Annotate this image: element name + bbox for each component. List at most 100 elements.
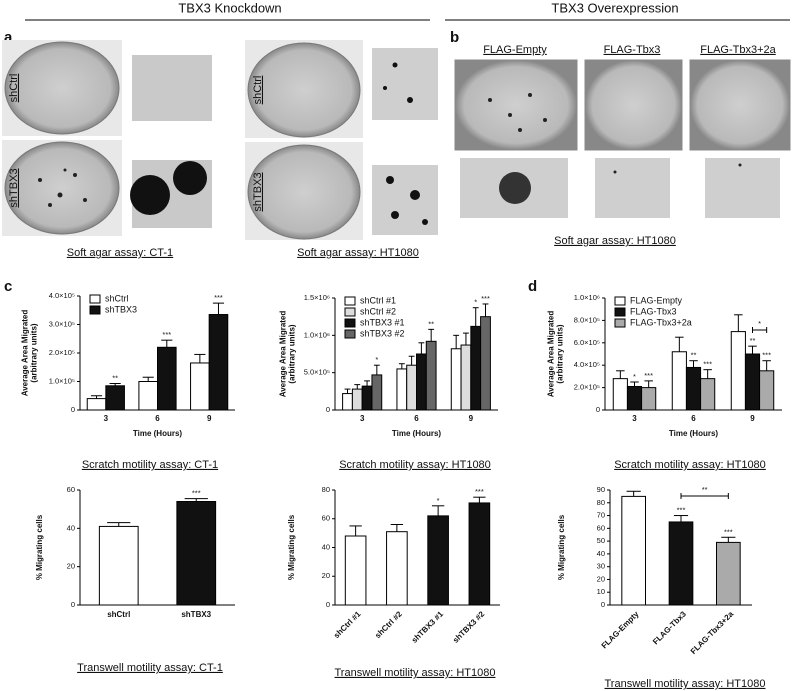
x-tick-label: 3 — [360, 414, 365, 423]
photos-ct1 — [2, 40, 212, 236]
bar — [744, 353, 761, 411]
bracket-label: ** — [702, 485, 708, 494]
y-tick-label: 40 — [322, 542, 330, 551]
row-label: shTBX3 — [252, 172, 264, 211]
y-tick-label: 0 — [71, 600, 75, 609]
row-label: shCtrl — [252, 76, 264, 105]
bar — [730, 331, 746, 411]
y-tick-label: 2.0×10⁵ — [49, 348, 75, 357]
significance: * — [633, 372, 636, 381]
legend-swatch — [89, 294, 101, 304]
bar — [621, 495, 646, 606]
column-label: FLAG-Empty — [483, 44, 547, 56]
bar — [396, 368, 408, 411]
y-tick-label: 0 — [601, 600, 605, 609]
bar — [138, 381, 158, 411]
x-tick-label: shTBX3 — [181, 610, 211, 619]
x-tick-label: 3 — [104, 414, 109, 423]
x-tick-label: 9 — [750, 414, 755, 423]
header: TBX3 Overexpression — [551, 0, 678, 15]
significance: *** — [192, 489, 201, 498]
significance: *** — [677, 506, 686, 515]
y-axis-label: % Migrating cells — [557, 514, 566, 580]
bar — [176, 501, 217, 606]
bar — [427, 515, 449, 606]
y-axis-label: (arbitrary units) — [556, 324, 565, 383]
legend-label: FLAG-Tbx3 — [630, 306, 677, 316]
x-tick-label: 6 — [414, 414, 419, 423]
y-tick-label: 0 — [71, 405, 75, 414]
legend-label: shTBX3 #1 — [360, 317, 405, 327]
x-tick-label: 9 — [207, 414, 212, 423]
bar — [460, 344, 472, 411]
y-tick-label: 30 — [597, 562, 605, 571]
y-axis-label: (arbitrary units) — [30, 323, 39, 382]
bar — [468, 502, 491, 606]
x-tick-label: shCtrl #2 — [373, 609, 404, 640]
legend-swatch — [344, 318, 356, 328]
y-tick-label: 0 — [596, 405, 600, 414]
caption: Transwell motility assay: CT-1 — [77, 662, 223, 674]
panel-label: d — [528, 278, 537, 295]
bar — [344, 535, 367, 606]
header: TBX3 Knockdown — [178, 0, 281, 15]
row-label: shTBX3 — [8, 168, 20, 207]
caption: Soft agar assay: HT1080 — [554, 235, 676, 247]
caption: Scratch motility assay: CT-1 — [82, 459, 218, 471]
bar — [406, 364, 418, 411]
legend-label: FLAG-Empty — [630, 295, 683, 305]
significance: *** — [762, 351, 771, 360]
y-tick-label: 4.0×10⁵ — [49, 291, 75, 300]
significance: ** — [112, 373, 118, 382]
x-tick-label: FLAG-Tbx3 — [651, 609, 688, 646]
x-tick-label: shTBX3 #2 — [451, 609, 487, 645]
legend-swatch — [614, 318, 626, 328]
y-tick-label: 4.0×10⁵ — [574, 360, 600, 369]
bar — [450, 348, 462, 411]
legend-swatch — [344, 329, 356, 339]
x-tick-label: FLAG-Tbx3+2a — [689, 609, 736, 656]
x-tick-label: shCtrl — [107, 610, 130, 619]
bar — [480, 316, 491, 411]
y-axis-label: % Migrating cells — [35, 514, 44, 580]
bar — [685, 366, 702, 411]
x-tick-label: 6 — [691, 414, 696, 423]
bar — [641, 387, 657, 411]
significance: *** — [162, 330, 171, 339]
significance: *** — [644, 371, 653, 380]
y-tick-label: 70 — [597, 511, 605, 520]
legend-label: shTBX3 — [105, 304, 137, 314]
caption: Scratch motility assay: HT1080 — [339, 459, 491, 471]
bar — [342, 393, 353, 411]
bar — [626, 385, 643, 411]
bar — [671, 351, 687, 411]
x-axis-label: Time (Hours) — [669, 429, 719, 438]
legend-swatch — [614, 296, 626, 306]
x-axis-label: Time (Hours) — [133, 429, 183, 438]
y-tick-label: 10 — [597, 587, 605, 596]
y-tick-label: 5.0×10⁵ — [304, 368, 330, 377]
y-tick-label: 1.5×10⁶ — [304, 293, 330, 302]
column-label: FLAG-Tbx3+2a — [700, 44, 776, 56]
bar — [371, 374, 383, 411]
caption: Scratch motility assay: HT1080 — [614, 459, 766, 471]
y-tick-label: 1.0×10⁶ — [304, 330, 330, 339]
bar — [190, 362, 210, 411]
bar — [208, 314, 229, 411]
legend-label: shCtrl — [105, 293, 129, 303]
x-tick-label: 6 — [155, 414, 160, 423]
bar — [612, 378, 628, 411]
y-axis-label: % Migrating cells — [287, 514, 296, 580]
bar — [361, 385, 373, 411]
y-axis-label: (arbitrary units) — [288, 324, 297, 383]
y-tick-label: 60 — [67, 485, 75, 494]
x-axis-label: Time (Hours) — [392, 429, 442, 438]
significance: ** — [691, 351, 697, 360]
significance: ** — [750, 336, 756, 345]
x-tick-label: shCtrl #1 — [332, 609, 363, 640]
photos-overexpression — [454, 59, 791, 218]
bracket-label: * — [758, 319, 761, 328]
y-axis-label: Average Area Migrated — [547, 311, 556, 398]
caption: Transwell motility assay: HT1080 — [335, 667, 496, 679]
bar — [425, 340, 437, 411]
